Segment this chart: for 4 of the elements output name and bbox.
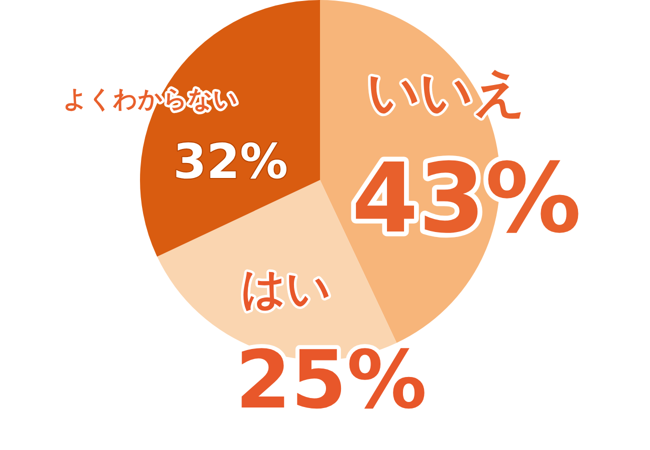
- slice-label: いいえ: [366, 63, 526, 124]
- data-label: 32%: [173, 134, 288, 190]
- data-label: 25%: [235, 334, 427, 427]
- slice-label: はい: [241, 263, 332, 314]
